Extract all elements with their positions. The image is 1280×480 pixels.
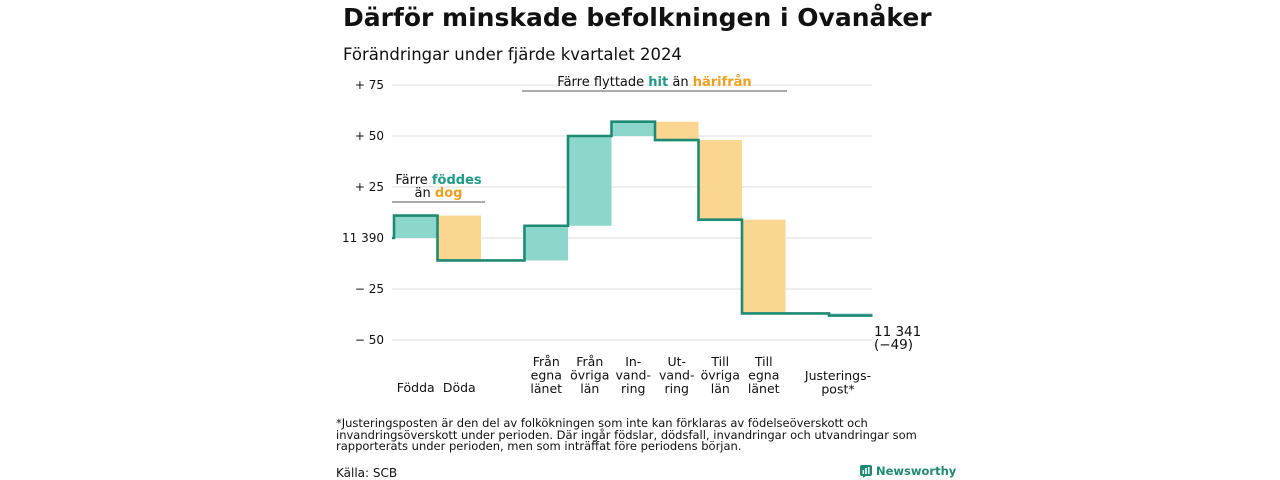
category-label: In- [625, 354, 641, 369]
waterfall-bar [524, 225, 568, 261]
footnote: *Justeringsposten är den del av folkökni… [336, 416, 917, 453]
waterfall-bar [698, 140, 742, 220]
y-tick-label: + 75 [355, 78, 384, 92]
category-label: län [580, 381, 599, 396]
annotation-text-part: föddes [432, 173, 482, 188]
chart-title: Därför minskade befolkningen i Ovanåker [343, 3, 932, 32]
end-value-label: 11 341 [874, 324, 921, 340]
category-label: vand- [616, 368, 651, 383]
running-total-line [392, 120, 873, 317]
annotation-text-part: hit [648, 75, 668, 90]
waterfall-bar [568, 136, 612, 226]
annotation-text-part: Färre [395, 173, 432, 188]
category-label: län [711, 381, 730, 396]
category-label: länet [530, 381, 562, 396]
waterfall-bar [742, 219, 786, 314]
newsworthy-logo-icon [860, 464, 872, 478]
category-label: övriga [570, 368, 609, 383]
y-tick-label: + 50 [355, 129, 384, 143]
annotation-text-part: än [668, 75, 692, 90]
y-tick-label: + 25 [355, 180, 384, 194]
annotation-text-part: dog [435, 186, 463, 201]
category-label: vand- [659, 368, 694, 383]
category-label: Ut- [667, 354, 686, 369]
annotation-text: Färre flyttade hit än härifrån [557, 75, 751, 90]
annotation-text-part: än [415, 186, 435, 201]
annotation-text-part: härifrån [693, 75, 752, 90]
annotation-text: Färre föddes [395, 173, 482, 188]
category-label: övriga [701, 368, 740, 383]
category-label: post* [821, 382, 854, 397]
annotation-text-part: Färre flyttade [557, 75, 648, 90]
category-label: Till [710, 354, 729, 369]
end-value-label: (−49) [874, 337, 913, 353]
category-label: Justerings- [804, 368, 871, 383]
category-label: ring [621, 381, 645, 396]
annotation-text: än dog [415, 186, 463, 201]
source-label: Källa: SCB [336, 466, 398, 480]
y-tick-label: 11 390 [342, 231, 384, 245]
category-label: Från [533, 354, 560, 369]
chart-subtitle: Förändringar under fjärde kvartalet 2024 [343, 45, 682, 64]
category-label: Döda [443, 380, 476, 395]
waterfall-bar [437, 215, 481, 261]
category-label: ring [665, 381, 689, 396]
brand: Newsworthy [860, 464, 956, 478]
waterfall-bar [394, 215, 438, 238]
y-tick-label: − 25 [355, 282, 384, 296]
category-label: Till [754, 354, 773, 369]
category-label: egna [748, 368, 779, 383]
waterfall-bar [655, 121, 699, 141]
waterfall-bar [611, 121, 655, 136]
brand-name: Newsworthy [876, 464, 957, 478]
category-label: Födda [397, 380, 435, 395]
category-label: länet [748, 381, 780, 396]
category-label: Från [576, 354, 603, 369]
y-tick-label: − 50 [355, 333, 384, 347]
category-label: egna [531, 368, 562, 383]
